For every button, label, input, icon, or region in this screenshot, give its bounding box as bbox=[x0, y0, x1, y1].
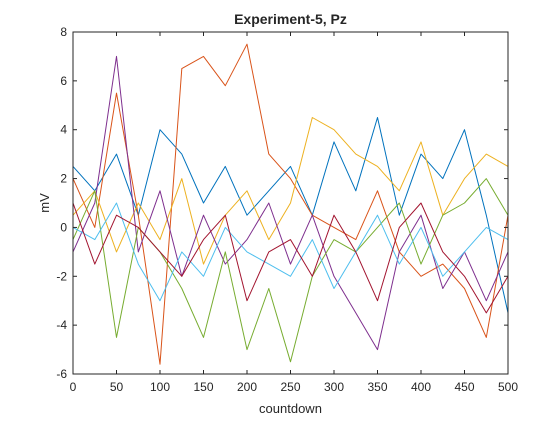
y-tick-label: 6 bbox=[60, 74, 67, 88]
y-tick-label: 8 bbox=[60, 25, 67, 39]
y-tick-label: -2 bbox=[56, 269, 67, 283]
y-tick-label: 0 bbox=[60, 220, 67, 234]
y-tick-label: -4 bbox=[56, 318, 67, 332]
x-tick-label: 500 bbox=[498, 380, 518, 394]
x-tick-label: 250 bbox=[280, 380, 300, 394]
series-line-3 bbox=[72, 117, 509, 265]
series-line-2 bbox=[72, 43, 509, 365]
x-tick-label: 0 bbox=[70, 380, 77, 394]
series-line-1 bbox=[72, 117, 509, 314]
x-tick-label: 350 bbox=[367, 380, 387, 394]
tick-layer: 0 50 100 150 200 250 300 350 400 450 500 -6 -4 -2 0 2 4 6… bbox=[56, 25, 518, 394]
x-tick-label: 450 bbox=[454, 380, 474, 394]
y-axis-label: mV bbox=[37, 193, 52, 213]
y-tick-label: 4 bbox=[60, 123, 67, 137]
x-tick-label: 200 bbox=[237, 380, 257, 394]
x-tick-label: 300 bbox=[324, 380, 344, 394]
y-tick-label: -6 bbox=[56, 367, 67, 381]
chart-title: Experiment-5, Pz bbox=[234, 11, 347, 27]
x-tick-label: 100 bbox=[150, 380, 170, 394]
series-layer bbox=[72, 43, 509, 365]
series-line-4 bbox=[72, 55, 509, 351]
series-line-7 bbox=[72, 202, 509, 314]
y-tick-label: 2 bbox=[60, 172, 67, 186]
series-line-6 bbox=[72, 202, 509, 302]
x-tick-label: 50 bbox=[110, 380, 124, 394]
x-tick-label: 150 bbox=[193, 380, 213, 394]
x-tick-label: 400 bbox=[411, 380, 431, 394]
x-axis-label: countdown bbox=[259, 401, 322, 416]
